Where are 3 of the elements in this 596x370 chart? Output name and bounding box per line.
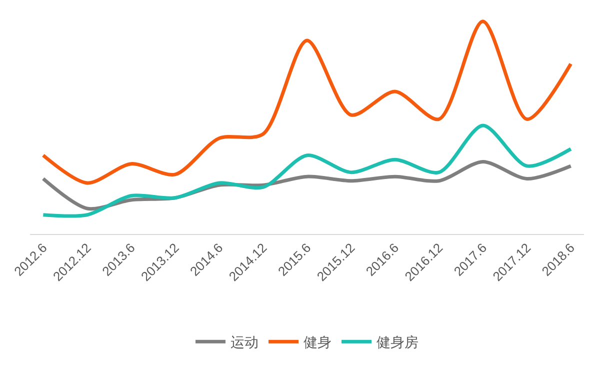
legend-label: 运动	[230, 335, 258, 352]
legend-label: 健身房	[376, 335, 418, 352]
legend-label: 健身	[304, 335, 332, 352]
